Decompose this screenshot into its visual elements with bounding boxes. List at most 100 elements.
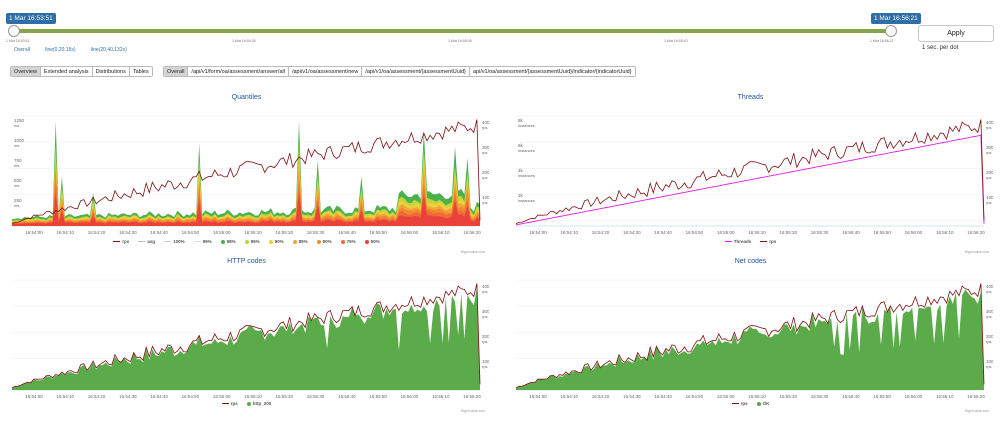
per-dot-label: 1 sec. per dot <box>922 45 959 51</box>
apply-button[interactable]: Apply <box>918 25 994 42</box>
legend-item-98[interactable]: 98% <box>220 239 236 244</box>
y-tick-unit: instances <box>518 148 535 153</box>
y2-tick-unit: rps <box>482 200 488 205</box>
y-tick-label: 500 <box>14 178 22 183</box>
quantile-band-area <box>12 181 480 226</box>
x-tick-label: 16:55:20 <box>780 394 798 399</box>
legend-item-threads[interactable]: Threads <box>724 239 751 244</box>
range-start-handle[interactable] <box>8 25 20 37</box>
endpoint-tab-indicator-uuid[interactable]: api/v1/oa/assessment/{assessmentUuid}/in… <box>472 69 632 75</box>
endpoint-tab-answer-all[interactable]: /api/v1/form/oa/assessment/answer/all <box>188 67 289 76</box>
y-tick-label: 4k <box>518 168 524 173</box>
legend-item-rps[interactable]: rps <box>760 239 776 244</box>
x-tick-label: 16:55:40 <box>338 394 356 399</box>
x-tick-label: 16:54:50 <box>182 394 200 399</box>
y2-tick-unit: rps <box>986 125 992 130</box>
range-slider-track[interactable] <box>14 29 894 33</box>
y2-tick-unit: rps <box>986 150 992 155</box>
x-tick-label: 16:54:20 <box>592 230 610 235</box>
legend-item-90[interactable]: 90% <box>268 239 284 244</box>
y2-tick-label: 300 <box>482 145 489 150</box>
chart-legend: rps OK <box>508 401 993 406</box>
x-tick-label: 16:54:40 <box>654 394 672 399</box>
quantiles-plot: 16:54:00 16:54:10 16:54:20 16:54:30 16:54:40… <box>11 115 489 235</box>
x-tick-label: 16:54:20 <box>592 394 610 399</box>
y-tick-label: 250 <box>14 198 22 203</box>
chart-credit: Highcharts.com <box>460 250 485 254</box>
y2-tick-label: 100 <box>482 359 489 364</box>
legend-item-ok[interactable]: OK <box>756 401 769 406</box>
preset-link-line-1[interactable]: line(0,20,15s) <box>45 47 76 53</box>
x-tick-label: 16:55:00 <box>213 230 231 235</box>
x-tick-label: 16:55:10 <box>244 394 262 399</box>
x-tick-label: 16:55:40 <box>842 394 860 399</box>
y2-tick-unit: rps <box>482 175 488 180</box>
y-tick-unit: ms <box>14 163 19 168</box>
legend-item-80[interactable]: 80% <box>316 239 332 244</box>
x-tick-label: 16:54:30 <box>623 230 641 235</box>
tab-distributions[interactable]: Distributions <box>93 67 130 76</box>
quantile-band-area <box>12 121 480 226</box>
legend-item-rps[interactable]: rps <box>731 401 748 406</box>
x-tick-label: 16:54:10 <box>561 230 579 235</box>
chart-credit: Highcharts.com <box>964 250 989 254</box>
legend-item-99[interactable]: 99% <box>193 239 212 244</box>
x-tick-label: 16:56:00 <box>905 230 923 235</box>
threads-plot: 16:54:00 16:54:10 16:54:20 16:54:30 16:54:40… <box>515 115 993 235</box>
legend-item-95[interactable]: 95% <box>244 239 260 244</box>
x-tick-label: 16:54:50 <box>182 230 200 235</box>
x-tick-label: 16:54:00 <box>25 394 43 399</box>
chart-title: Net codes <box>734 258 767 265</box>
tab-extended-analysis[interactable]: Extended analysis <box>41 67 93 76</box>
time-range-selector: 1 Mar 16:53:51 1 Mar 16:56:21 1 Mar 16:5… <box>0 0 1000 60</box>
x-tick-label: 16:56:00 <box>401 230 419 235</box>
y2-tick-label: 200 <box>986 334 993 339</box>
legend-item-100[interactable]: 100% <box>164 239 185 244</box>
chart-title: Quantiles <box>231 94 262 101</box>
quantile-band-area <box>12 171 480 226</box>
net-codes-plot: 16:54:00 16:54:10 16:54:20 16:54:30 16:54:40… <box>515 279 993 399</box>
tab-overview[interactable]: Overview <box>11 67 41 76</box>
y2-tick-label: 400 <box>986 284 993 289</box>
quantiles-chart: Quantiles 16:54:00 16:54:10 16:54:20 16:54:… <box>4 94 489 256</box>
endpoint-tab-assessment-uuid[interactable]: /api/v1/oa/assessment/{assessmentUuid} <box>362 67 470 76</box>
range-preset-links: Overall line(0,20,15s) line(20,40,132s) <box>14 47 141 53</box>
y-tick-label: 8k <box>518 118 524 123</box>
legend-item-rps[interactable]: rps <box>221 401 238 406</box>
y2-tick-label: 400 <box>482 120 489 125</box>
chart-credit: Highcharts.com <box>964 409 989 413</box>
x-tick-label: 16:54:00 <box>529 394 547 399</box>
http-200-area <box>12 288 480 390</box>
x-tick-label: 16:55:20 <box>276 230 294 235</box>
preset-link-overall[interactable]: Overall <box>14 47 30 53</box>
legend-item-85[interactable]: 85% <box>292 239 308 244</box>
range-end-handle[interactable] <box>885 25 897 37</box>
y2-tick-unit: rps <box>986 289 992 294</box>
endpoint-tab-assessment-new[interactable]: /api/v1/oa/assessment/new <box>289 67 363 76</box>
legend-item-rps[interactable]: rps <box>113 239 129 244</box>
x-tick-label: 16:54:50 <box>686 394 704 399</box>
x-tick-label: 16:54:40 <box>150 394 168 399</box>
x-tick-label: 16:56:20 <box>463 230 481 235</box>
y-tick-label: 1250 <box>14 118 25 123</box>
legend-item-http-200[interactable]: http_200 <box>246 401 271 406</box>
http-codes-plot: 16:54:00 16:54:10 16:54:20 16:54:30 16:54:40… <box>11 279 489 399</box>
y-tick-label: 750 <box>14 158 22 163</box>
legend-item-50[interactable]: 50% <box>364 239 380 244</box>
endpoint-tab-overall[interactable]: Overall <box>164 67 189 76</box>
x-tick-label: 16:55:10 <box>748 230 766 235</box>
preset-link-line-2[interactable]: line(20,40,132s) <box>90 47 127 53</box>
x-tick-label: 16:54:30 <box>119 394 137 399</box>
x-tick-label: 16:54:30 <box>623 394 641 399</box>
chart-legend: Threads rps <box>508 239 993 244</box>
range-start-tag: 1 Mar 16:53:51 <box>6 13 56 24</box>
x-tick-label: 16:56:10 <box>432 394 450 399</box>
legend-item-avg[interactable]: avg <box>138 239 155 244</box>
legend-item-75[interactable]: 75% <box>340 239 356 244</box>
x-tick-label: 16:55:40 <box>842 230 860 235</box>
x-tick-label: 16:56:20 <box>463 394 481 399</box>
net-codes-chart: Net codes 16:54:00 16:54:10 16:54:20 16:54:… <box>508 258 993 420</box>
rps-line <box>515 283 985 389</box>
range-tick-label: 1 Mar 16:54:28 <box>232 39 256 43</box>
tab-tables[interactable]: Tables <box>132 69 149 75</box>
